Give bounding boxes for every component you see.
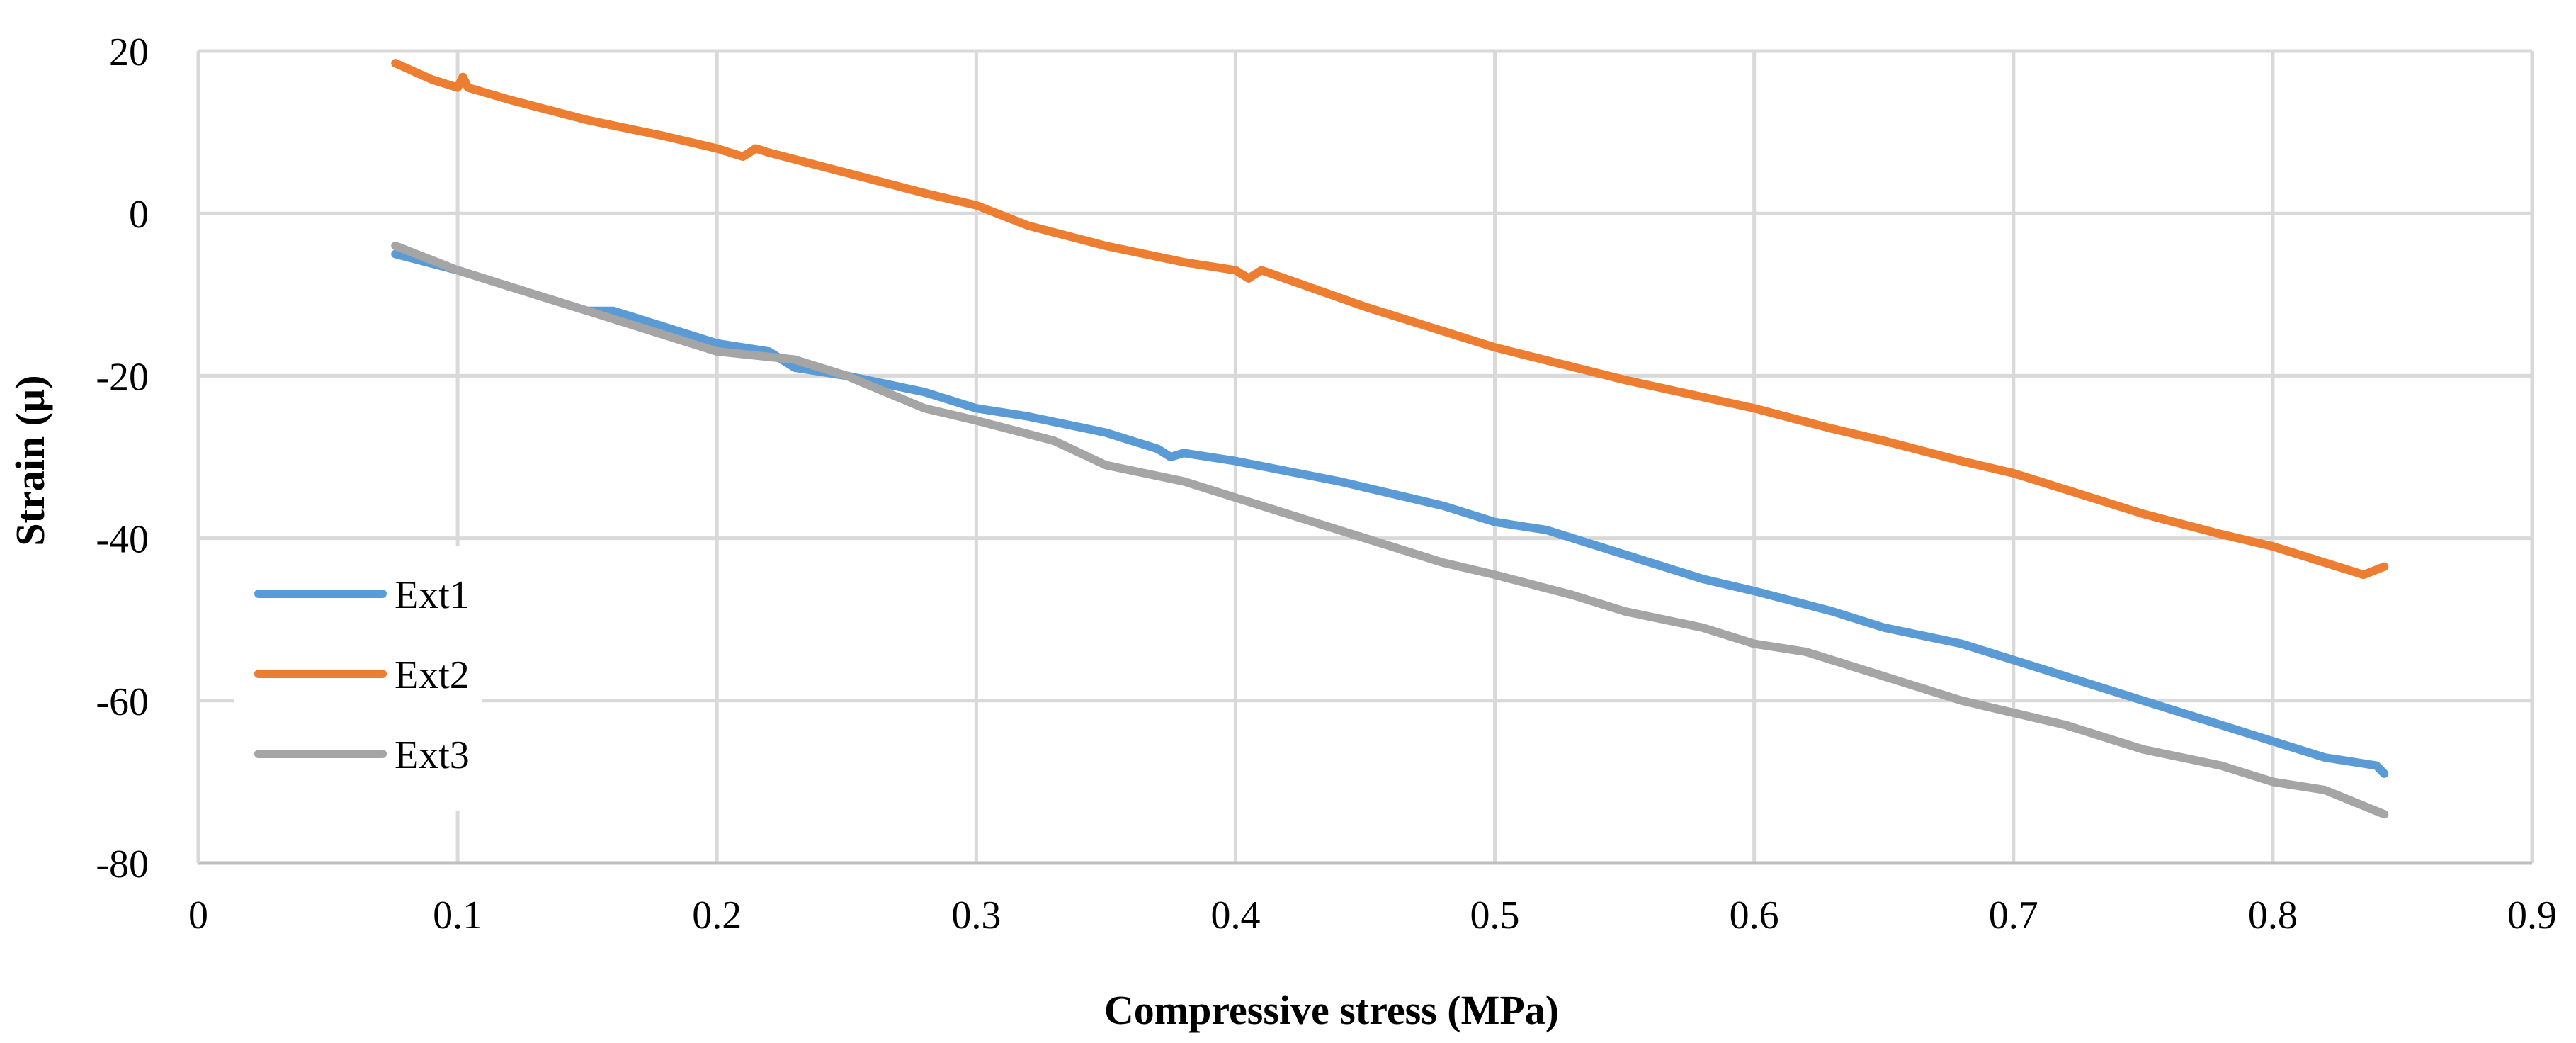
y-tick-label: -60: [96, 680, 149, 724]
x-tick-label: 0.9: [2507, 893, 2557, 937]
series-line-ext1: [391, 249, 2389, 778]
x-axis-title: Compressive stress (MPa): [1104, 987, 1559, 1033]
x-tick-label: 0.1: [433, 893, 482, 937]
x-tick-label: 0.3: [951, 893, 1001, 937]
y-axis-title: Strain (µ): [7, 375, 53, 546]
x-tick-label: 0.7: [1989, 893, 2038, 937]
grid-lines: [198, 49, 2534, 863]
legend-label-ext1: Ext1: [395, 573, 470, 617]
x-tick-labels: 0 0.1 0.2 0.3 0.4 0.5 0.6 0.7 0.8 0.9: [188, 893, 2557, 937]
series-lines: [391, 59, 2389, 819]
y-tick-label: 0: [129, 193, 149, 237]
y-tick-label: -20: [96, 355, 149, 399]
y-tick-label: -40: [96, 518, 149, 562]
x-tick-label: 0.2: [692, 893, 742, 937]
legend: Ext1 Ext2 Ext3: [234, 546, 482, 811]
x-tick-label: 0: [188, 893, 208, 937]
y-tick-label: -80: [96, 842, 149, 886]
axes: [196, 51, 2532, 865]
x-tick-label: 0.4: [1210, 893, 1260, 937]
y-tick-labels: 20 0 -20 -40 -60 -80: [96, 30, 149, 886]
x-tick-label: 0.5: [1470, 893, 1520, 937]
x-tick-label: 0.8: [2248, 893, 2298, 937]
legend-label-ext3: Ext3: [395, 733, 470, 777]
series-line-ext3: [391, 242, 2389, 819]
x-tick-label: 0.6: [1730, 893, 1779, 937]
y-tick-label: 20: [109, 30, 149, 74]
legend-label-ext2: Ext2: [395, 653, 470, 697]
series-line-ext2: [391, 59, 2389, 580]
